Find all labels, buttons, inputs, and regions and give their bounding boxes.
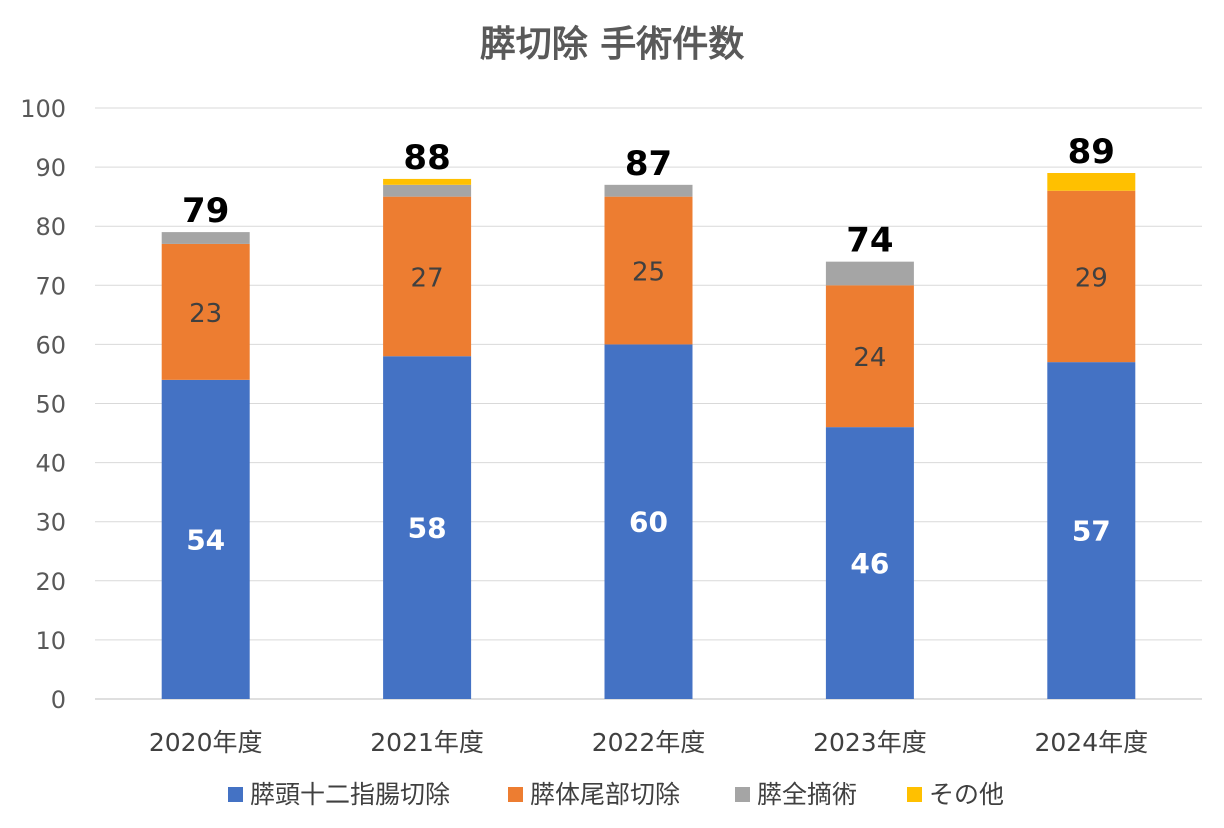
segment-value-label: 23 [189,299,222,329]
bar-segment [604,196,693,345]
total-label: 88 [403,138,450,178]
x-tick-label: 2020年度 [149,728,263,757]
bar-segment [161,379,250,699]
segment-value-label: 58 [408,512,447,545]
segment-value-label: 54 [186,523,225,556]
x-tick-label: 2024年度 [1034,728,1148,757]
bar-segment [1047,362,1136,699]
legend-swatch [508,787,523,802]
bar-segment [383,356,472,699]
legend-swatch [735,787,750,802]
y-tick-label: 30 [35,509,66,537]
total-label: 87 [625,144,672,184]
y-axis: 0 10 20 30 40 50 60 70 80 90 100 [20,95,66,714]
segment-value-label: 27 [411,263,444,293]
legend-label: 膵全摘術 [757,780,857,809]
legend: 膵頭十二指腸切除 膵体尾部切除 膵全摘術 その他 [228,780,1004,809]
bar-segment [604,184,693,197]
y-tick-label: 10 [35,627,66,655]
segment-value-label: 25 [632,258,665,288]
y-tick-label: 0 [51,686,66,714]
y-tick-label: 70 [35,272,66,300]
y-tick-label: 80 [35,213,66,241]
bar-segment [383,184,472,197]
segment-value-label: 24 [853,343,886,373]
segment-value-label: 57 [1072,515,1111,548]
bar-segment [825,427,914,699]
x-tick-label: 2022年度 [592,728,706,757]
x-tick-label: 2023年度 [813,728,927,757]
segment-value-label: 60 [629,506,668,539]
total-label: 89 [1068,132,1115,172]
y-tick-label: 20 [35,568,66,596]
x-axis: 2020年度 2021年度 2022年度 2023年度 2024年度 [149,728,1148,757]
total-label: 74 [846,221,893,261]
bar-segment [383,178,472,185]
bar-segment [825,285,914,428]
legend-label: 膵体尾部切除 [530,780,680,809]
data-labels: 54 23 79 58 27 88 60 25 87 46 24 74 57 29 89 [182,132,1115,580]
chart-title: 膵切除 手術件数 [480,24,745,65]
total-label: 79 [182,191,229,231]
bars [161,173,1136,699]
bar-segment [604,344,693,699]
legend-swatch [907,787,922,802]
y-tick-label: 90 [35,154,66,182]
bar-segment [825,261,914,286]
legend-swatch [228,787,243,802]
segment-value-label: 29 [1075,263,1108,293]
bar-segment [1047,173,1136,191]
x-tick-label: 2021年度 [370,728,484,757]
bar-segment [1047,190,1136,363]
y-tick-label: 100 [20,95,66,123]
legend-label: その他 [929,780,1004,809]
segment-value-label: 46 [850,547,889,580]
bar-segment [161,243,250,380]
bar-segment [161,232,250,244]
y-tick-label: 40 [35,450,66,478]
y-tick-label: 60 [35,331,66,359]
legend-label: 膵頭十二指腸切除 [250,780,450,809]
bar-segment [383,196,472,357]
y-tick-label: 50 [35,391,66,419]
